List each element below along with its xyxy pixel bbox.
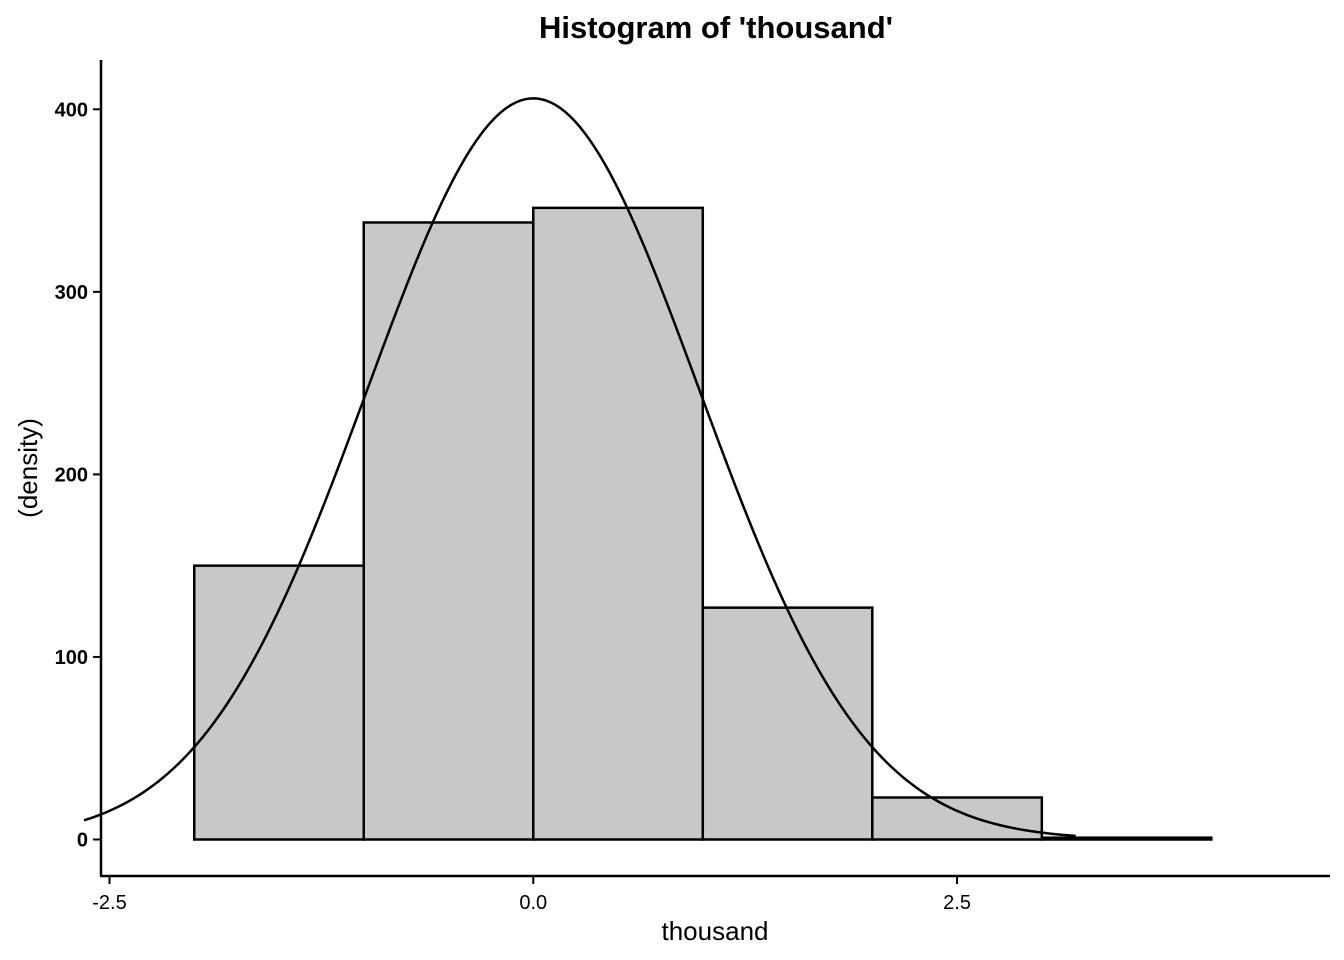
y-axis-ticks: 0 100 200 300 400 — [55, 99, 101, 851]
histogram-bar-3 — [532, 206, 705, 841]
chart-title: Histogram of 'thousand' — [539, 10, 893, 45]
y-tick-label: 100 — [55, 647, 88, 669]
histogram-bar-4 — [701, 606, 874, 841]
x-axis-ticks: -2.5 0.0 2.5 — [92, 876, 971, 914]
y-axis-title: (density) — [13, 418, 43, 518]
y-tick-label: 200 — [55, 464, 88, 486]
density-curve — [83, 97, 1076, 838]
y-tick-label: 400 — [55, 99, 88, 121]
y-tick-label: 0 — [77, 829, 88, 851]
x-tick-label: 0.0 — [519, 892, 547, 914]
x-tick-label: 2.5 — [943, 892, 971, 914]
x-axis-title: thousand — [662, 916, 769, 946]
histogram-bar-6 — [1040, 836, 1213, 841]
x-tick-label: -2.5 — [92, 892, 126, 914]
histogram-bars — [192, 206, 1213, 841]
histogram-bar-5 — [871, 796, 1044, 841]
histogram-bar-1 — [192, 564, 366, 841]
histogram-bar-2 — [362, 221, 535, 841]
y-tick-label: 300 — [55, 282, 88, 304]
